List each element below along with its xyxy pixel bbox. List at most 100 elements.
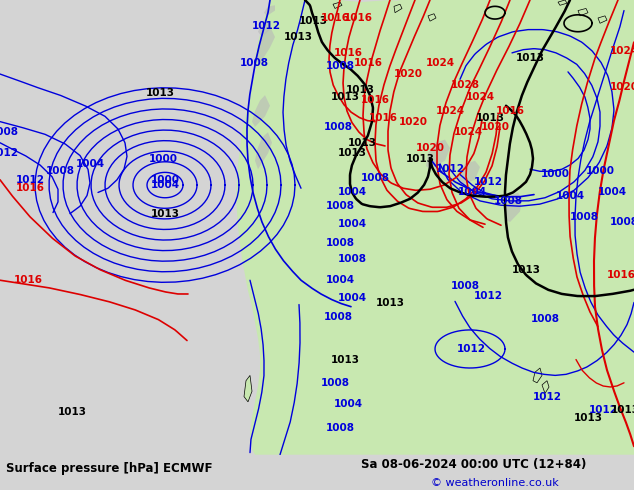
Text: 1016: 1016 <box>354 58 382 69</box>
Text: 1008: 1008 <box>609 217 634 227</box>
Text: 1012: 1012 <box>252 22 280 31</box>
Text: 1008: 1008 <box>493 196 522 206</box>
Text: 1008: 1008 <box>325 201 354 211</box>
Text: 1024: 1024 <box>453 127 482 137</box>
Text: 1012: 1012 <box>588 405 618 416</box>
Polygon shape <box>255 0 634 154</box>
Text: 1008: 1008 <box>337 254 366 264</box>
Polygon shape <box>426 140 450 169</box>
Text: 1008: 1008 <box>569 212 598 222</box>
Polygon shape <box>236 0 634 455</box>
Text: 1000: 1000 <box>586 166 614 176</box>
Text: 1008: 1008 <box>321 378 349 388</box>
Text: 1013: 1013 <box>346 85 375 95</box>
Text: 1013: 1013 <box>375 298 404 309</box>
Text: 1004: 1004 <box>333 399 363 409</box>
Polygon shape <box>598 16 607 23</box>
Polygon shape <box>505 193 522 222</box>
Text: 1016: 1016 <box>368 114 398 123</box>
Text: 1008: 1008 <box>451 280 479 291</box>
Polygon shape <box>264 5 275 16</box>
Text: 1008: 1008 <box>325 238 354 248</box>
Polygon shape <box>542 381 549 393</box>
Text: 1004: 1004 <box>337 188 366 197</box>
Text: Surface pressure [hPa] ECMWF: Surface pressure [hPa] ECMWF <box>6 462 213 475</box>
Text: 1012: 1012 <box>436 164 465 174</box>
Text: 1012: 1012 <box>15 175 44 185</box>
Polygon shape <box>428 14 436 21</box>
Text: 1004: 1004 <box>337 293 366 303</box>
Text: 1008: 1008 <box>46 166 75 176</box>
Text: 1016: 1016 <box>361 96 389 105</box>
Polygon shape <box>457 161 480 185</box>
Text: 1004: 1004 <box>337 219 366 229</box>
Text: 1013: 1013 <box>574 413 602 423</box>
Text: 1016: 1016 <box>15 183 44 193</box>
Text: 1008: 1008 <box>531 315 559 324</box>
Text: 1013: 1013 <box>283 32 313 42</box>
Text: 1013: 1013 <box>150 209 179 219</box>
Polygon shape <box>255 132 272 169</box>
Polygon shape <box>558 0 567 5</box>
Text: 1016: 1016 <box>13 275 42 285</box>
Text: 1020: 1020 <box>481 122 510 132</box>
Text: 1012: 1012 <box>474 291 503 301</box>
Text: 1012: 1012 <box>0 148 18 158</box>
Text: 1024: 1024 <box>465 92 495 102</box>
Text: 1013: 1013 <box>406 154 434 164</box>
Text: 1013: 1013 <box>337 148 366 158</box>
Text: 1016: 1016 <box>607 270 634 280</box>
Text: 1004: 1004 <box>458 188 486 197</box>
Text: 1024: 1024 <box>436 106 465 116</box>
Text: 1004: 1004 <box>75 159 105 169</box>
Text: 1013: 1013 <box>611 405 634 416</box>
Text: 1013: 1013 <box>330 92 359 102</box>
Text: 1013: 1013 <box>347 138 377 148</box>
Text: 1020: 1020 <box>609 82 634 92</box>
Polygon shape <box>394 4 402 13</box>
Text: 1008: 1008 <box>361 172 389 183</box>
Text: 1012: 1012 <box>456 344 486 354</box>
Text: 1013: 1013 <box>476 114 505 123</box>
Text: 1013: 1013 <box>330 355 359 365</box>
Text: 1004: 1004 <box>555 191 585 200</box>
Polygon shape <box>256 26 275 63</box>
Text: 1012: 1012 <box>533 392 562 402</box>
Text: 1004: 1004 <box>597 188 626 197</box>
Text: 1016: 1016 <box>333 48 363 58</box>
Text: 1020: 1020 <box>415 143 444 153</box>
Polygon shape <box>244 375 252 402</box>
Text: 1008: 1008 <box>325 423 354 433</box>
Polygon shape <box>333 2 342 8</box>
Text: 1013: 1013 <box>512 265 541 275</box>
Text: 1020: 1020 <box>394 69 422 79</box>
Text: 1012: 1012 <box>474 177 503 187</box>
Text: 1004: 1004 <box>150 180 179 190</box>
Text: 1024: 1024 <box>425 58 455 69</box>
Text: 1016: 1016 <box>321 13 349 23</box>
Text: 1016: 1016 <box>344 13 373 23</box>
Text: 1013: 1013 <box>515 53 545 63</box>
Text: 1008: 1008 <box>323 122 353 132</box>
Text: 1000: 1000 <box>148 154 178 164</box>
Text: 1016: 1016 <box>496 106 524 116</box>
Text: Sa 08-06-2024 00:00 UTC (12+84): Sa 08-06-2024 00:00 UTC (12+84) <box>361 458 586 471</box>
Text: 1008: 1008 <box>240 58 269 69</box>
Text: 1013: 1013 <box>299 16 328 26</box>
Polygon shape <box>578 8 588 16</box>
Text: 1000: 1000 <box>541 170 569 179</box>
Text: 1020: 1020 <box>399 117 427 126</box>
Polygon shape <box>258 21 270 37</box>
Text: 1008: 1008 <box>0 127 18 137</box>
Polygon shape <box>533 368 542 383</box>
Text: 1013: 1013 <box>145 88 174 98</box>
Text: 1004: 1004 <box>325 275 354 285</box>
Text: 1000: 1000 <box>150 175 179 185</box>
Text: 1013: 1013 <box>58 407 86 417</box>
Text: 1024: 1024 <box>609 46 634 56</box>
Text: 1008: 1008 <box>325 61 354 71</box>
Polygon shape <box>252 95 270 127</box>
Text: © weatheronline.co.uk: © weatheronline.co.uk <box>431 478 559 488</box>
Text: 1028: 1028 <box>451 79 479 90</box>
Text: 1008: 1008 <box>323 312 353 322</box>
